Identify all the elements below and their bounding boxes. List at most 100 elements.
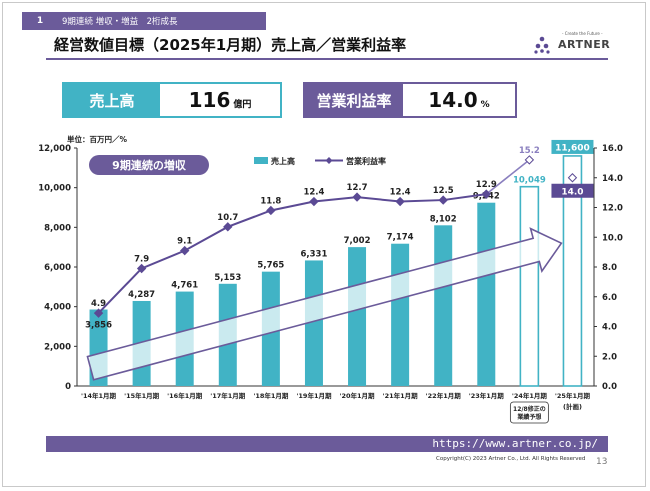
x-axis-note: 12/8修正の xyxy=(513,405,546,413)
sales-value-label: 3,856 xyxy=(85,321,112,331)
left-axis-tick-label: 0 xyxy=(65,382,71,392)
left-axis-tick-label: 6,000 xyxy=(44,263,71,273)
sales-kpi-box: 売上高 116 億円 xyxy=(62,82,282,118)
margin-value-label: 12.4 xyxy=(303,188,324,198)
margin-line xyxy=(97,193,487,314)
right-axis-tick-label: 8.0 xyxy=(602,263,617,273)
legend-margin-label: 営業利益率 xyxy=(346,156,386,166)
margin-point xyxy=(136,263,147,274)
x-axis-label: '14年1月期 xyxy=(81,391,117,400)
left-axis-tick-label: 2,000 xyxy=(44,342,71,352)
right-axis-tick-label: 10.0 xyxy=(602,233,623,243)
x-axis-label: '23年1月期 xyxy=(469,391,505,400)
page-title: 経営数値目標（2025年1月期）売上高／営業利益率 xyxy=(54,36,407,54)
sales-bar xyxy=(304,260,323,386)
margin-point xyxy=(567,173,578,183)
sales-value-label: 4,287 xyxy=(128,290,155,300)
growth-arrow xyxy=(86,227,563,381)
sales-bar xyxy=(477,202,496,386)
margin-point xyxy=(223,222,233,232)
x-axis-label: '16年1月期 xyxy=(167,391,203,400)
sales-value-label: 11,600 xyxy=(555,143,590,153)
margin-kpi-value-box: 14.0 % xyxy=(403,84,515,116)
legend-sales-label: 売上高 xyxy=(271,156,295,166)
margin-line-forecast xyxy=(485,159,530,195)
sales-plan-label-box xyxy=(551,139,594,154)
x-axis-label: '20年1月期 xyxy=(340,391,376,400)
website-url[interactable]: https://www.artner.co.jp/ xyxy=(432,437,598,450)
right-axis-tick-label: 0.0 xyxy=(602,382,617,392)
margin-point xyxy=(438,195,448,205)
margin-value-label: 9.1 xyxy=(177,237,192,247)
right-axis-tick-label: 4.0 xyxy=(602,323,617,333)
sales-bar-forecast xyxy=(562,155,583,387)
margin-value-label: 12.9 xyxy=(476,180,497,190)
section-number: 1 xyxy=(22,12,58,30)
x-axis-label: '17年1月期 xyxy=(210,391,246,400)
artner-logo-icon xyxy=(534,36,550,54)
section-text: 9期連続 増収・増益 2桁成長 xyxy=(62,17,178,27)
sales-kpi-value-box: 116 億円 xyxy=(160,84,280,116)
x-axis-note: 業績予想 xyxy=(516,413,541,421)
logo-tagline: - Create the Future - xyxy=(562,31,603,36)
right-axis-tick-label: 16.0 xyxy=(602,144,623,154)
sales-value-label: 8,102 xyxy=(430,214,457,224)
legend-sales-swatch xyxy=(254,157,268,164)
sales-kpi-label: 売上高 xyxy=(64,84,160,116)
left-axis-tick-label: 8,000 xyxy=(44,223,71,233)
right-axis-tick-label: 2.0 xyxy=(602,352,617,362)
x-axis-label: '19年1月期 xyxy=(296,391,332,400)
x-axis-note: (計画) xyxy=(563,402,582,411)
growth-badge-text: 9期連続の増収 xyxy=(112,158,187,172)
right-axis-tick-label: 12.0 xyxy=(602,204,623,214)
sales-value-label: 5,153 xyxy=(214,273,241,283)
x-axis-label: '15年1月期 xyxy=(124,391,160,400)
x-axis-label: '18年1月期 xyxy=(253,391,289,400)
forecast-note-box xyxy=(509,401,549,424)
footer-bar: https://www.artner.co.jp/ xyxy=(46,436,608,452)
right-axis-tick-label: 14.0 xyxy=(602,174,623,184)
margin-plan-label-box xyxy=(551,183,594,198)
sales-bar-forecast xyxy=(519,185,540,387)
margin-point xyxy=(93,308,104,318)
section-header-bar: 1 9期連続 増収・増益 2桁成長 xyxy=(22,12,266,30)
legend-margin-marker xyxy=(325,157,333,164)
margin-point xyxy=(180,245,190,256)
margin-value-label: 10.7 xyxy=(217,213,238,223)
title-divider xyxy=(46,58,608,60)
margin-kpi-box: 営業利益率 14.0 % xyxy=(303,82,517,118)
margin-point xyxy=(481,189,491,199)
right-axis-tick-label: 6.0 xyxy=(602,293,617,303)
left-axis-tick-label: 4,000 xyxy=(44,303,71,313)
sales-value-label: 4,761 xyxy=(171,281,198,291)
logo-text: ARTNER xyxy=(558,38,611,51)
margin-value-label: 11.8 xyxy=(260,196,281,206)
sales-value-label: 10,049 xyxy=(513,176,546,186)
sales-bar xyxy=(348,247,367,386)
margin-value-label: 12.5 xyxy=(433,186,454,196)
slide-frame xyxy=(2,2,646,487)
margin-value-label: 12.4 xyxy=(390,188,411,198)
sales-kpi-value: 116 xyxy=(188,88,231,112)
margin-kpi-label: 営業利益率 xyxy=(305,84,403,116)
x-axis-label: '25年1月期 xyxy=(555,391,591,400)
x-axis-label: '24年1月期 xyxy=(512,391,548,400)
page-number: 13 xyxy=(596,457,608,467)
margin-point xyxy=(266,205,276,216)
x-axis-label: '21年1月期 xyxy=(383,391,419,400)
sales-value-label: 5,765 xyxy=(257,261,284,271)
margin-value-label: 12.7 xyxy=(347,183,368,193)
margin-value-label: 15.2 xyxy=(519,146,540,156)
growth-badge xyxy=(89,155,209,175)
unit-label: 単位：百万円／% xyxy=(67,134,127,144)
left-axis-tick-label: 12,000 xyxy=(38,144,71,154)
x-axis-label: '22年1月期 xyxy=(426,391,462,400)
left-axis-tick-label: 10,000 xyxy=(38,184,71,194)
sales-value-label: 7,002 xyxy=(344,236,371,246)
sales-value-label: 6,331 xyxy=(301,249,328,259)
margin-point xyxy=(309,196,319,207)
copyright-text: Copyright(C) 2023 Artner Co., Ltd. All R… xyxy=(436,456,586,462)
margin-value-label: 4.9 xyxy=(91,299,106,309)
margin-point xyxy=(395,196,405,207)
